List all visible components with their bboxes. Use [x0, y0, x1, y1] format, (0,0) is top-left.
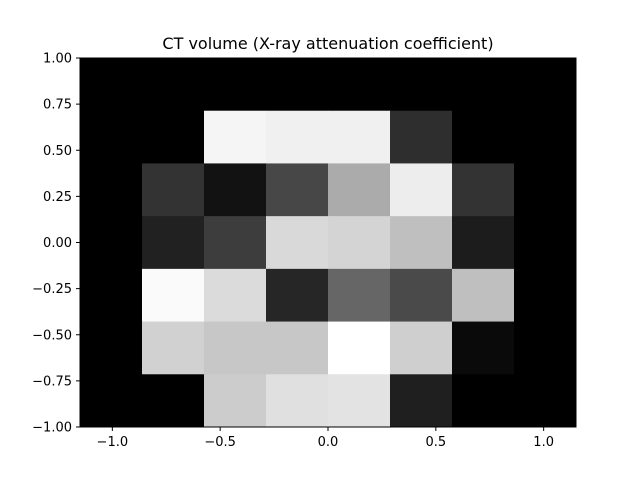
- heatmap-cell-r1-c6: [452, 110, 515, 164]
- heatmap-cell-r6-c1: [142, 374, 205, 428]
- heatmap-cell-r3-c3: [266, 216, 329, 270]
- heatmap-cell-r4-c1: [142, 268, 205, 323]
- heatmap-cell-r0-c7: [514, 58, 577, 112]
- heatmap-cell-r5-c3: [266, 321, 329, 375]
- y-tick-label: −0.25: [32, 282, 72, 297]
- heatmap-cell-r1-c4: [328, 110, 391, 164]
- heatmap-cell-r2-c0: [80, 163, 143, 217]
- heatmap-cell-r0-c4: [328, 58, 391, 112]
- heatmap-cell-r4-c4: [328, 268, 391, 323]
- y-tick-label: 0.00: [43, 236, 72, 251]
- y-tick-label: 0.25: [43, 190, 72, 205]
- heatmap-cell-r4-c0: [80, 268, 143, 323]
- heatmap-cell-r5-c2: [204, 321, 267, 375]
- y-tick-label: −0.50: [32, 328, 72, 343]
- heatmap-cell-r2-c7: [514, 163, 577, 217]
- heatmap-cell-r3-c5: [390, 216, 453, 270]
- heatmap-cell-r4-c2: [204, 268, 267, 323]
- heatmap-cell-r2-c3: [266, 163, 329, 217]
- heatmap-cell-r3-c2: [204, 216, 267, 270]
- x-axis: −1.0 −0.5 0.0 0.5 1.0: [97, 427, 554, 450]
- heatmap-cell-r3-c6: [452, 216, 515, 270]
- heatmap-cell-r1-c5: [390, 110, 453, 164]
- heatmap-cell-r1-c3: [266, 110, 329, 164]
- heatmap-cell-r1-c1: [142, 110, 205, 164]
- heatmap-cell-r5-c4: [328, 321, 391, 375]
- heatmap-cell-r2-c6: [452, 163, 515, 217]
- heatmap-cell-r6-c6: [452, 374, 515, 428]
- heatmap-cell-r1-c0: [80, 110, 143, 164]
- heatmap-cell-r0-c1: [142, 58, 205, 112]
- heatmap-cell-r2-c2: [204, 163, 267, 217]
- heatmap-cell-r5-c7: [514, 321, 577, 375]
- heatmap-cell-r5-c0: [80, 321, 143, 375]
- heatmap-cell-r4-c3: [266, 268, 329, 323]
- heatmap-cell-r6-c4: [328, 374, 391, 428]
- heatmap-cell-r6-c0: [80, 374, 143, 428]
- y-tick-label: −0.75: [32, 374, 72, 389]
- heatmap-cell-r0-c6: [452, 58, 515, 112]
- y-axis: −1.00 −0.75 −0.50 −0.25 0.00 0.25 0.50 0.75 1.00: [32, 52, 80, 436]
- x-tick-label: 1.0: [533, 435, 554, 450]
- heatmap-cell-r0-c3: [266, 58, 329, 112]
- heatmap-cell-r3-c0: [80, 216, 143, 270]
- heatmap-cell-r6-c3: [266, 374, 329, 428]
- y-tick-label: 0.75: [43, 98, 72, 113]
- heatmap-cell-r1-c2: [204, 110, 267, 164]
- heatmap-cell-r0-c5: [390, 58, 453, 112]
- x-tick-label: 0.5: [425, 435, 446, 450]
- x-tick-label: 0.0: [318, 435, 339, 450]
- plot-frame: [79, 57, 577, 428]
- heatmap-cell-r4-c5: [390, 268, 453, 323]
- heatmap-cell-r5-c5: [390, 321, 453, 375]
- heatmap-cell-r6-c7: [514, 374, 577, 428]
- heatmap-cell-r1-c7: [514, 110, 577, 164]
- chart-title: CT volume (X-ray attenuation coefficient…: [162, 34, 493, 53]
- y-tick-label: 0.50: [43, 144, 72, 159]
- heatmap-cell-r3-c1: [142, 216, 205, 270]
- heatmap-cell-r2-c1: [142, 163, 205, 217]
- heatmap-cell-r5-c1: [142, 321, 205, 375]
- y-tick-label: 1.00: [43, 52, 72, 67]
- x-tick-label: −1.0: [97, 435, 129, 450]
- heatmap-cell-r3-c7: [514, 216, 577, 270]
- heatmap-cell-r2-c4: [328, 163, 391, 217]
- x-tick-label: −0.5: [204, 435, 236, 450]
- heatmap-cell-r6-c2: [204, 374, 267, 428]
- heatmap-cell-r4-c7: [514, 268, 577, 323]
- heatmap-cell-r5-c6: [452, 321, 515, 375]
- heatmap-cell-r2-c5: [390, 163, 453, 217]
- heatmap-cell-r0-c0: [80, 58, 143, 112]
- heatmap-image: [80, 58, 577, 428]
- heatmap-cell-r4-c6: [452, 268, 515, 323]
- heatmap-cell-r0-c2: [204, 58, 267, 112]
- heatmap-cell-r6-c5: [390, 374, 453, 428]
- heatmap-cell-r3-c4: [328, 216, 391, 270]
- y-tick-label: −1.00: [32, 421, 72, 436]
